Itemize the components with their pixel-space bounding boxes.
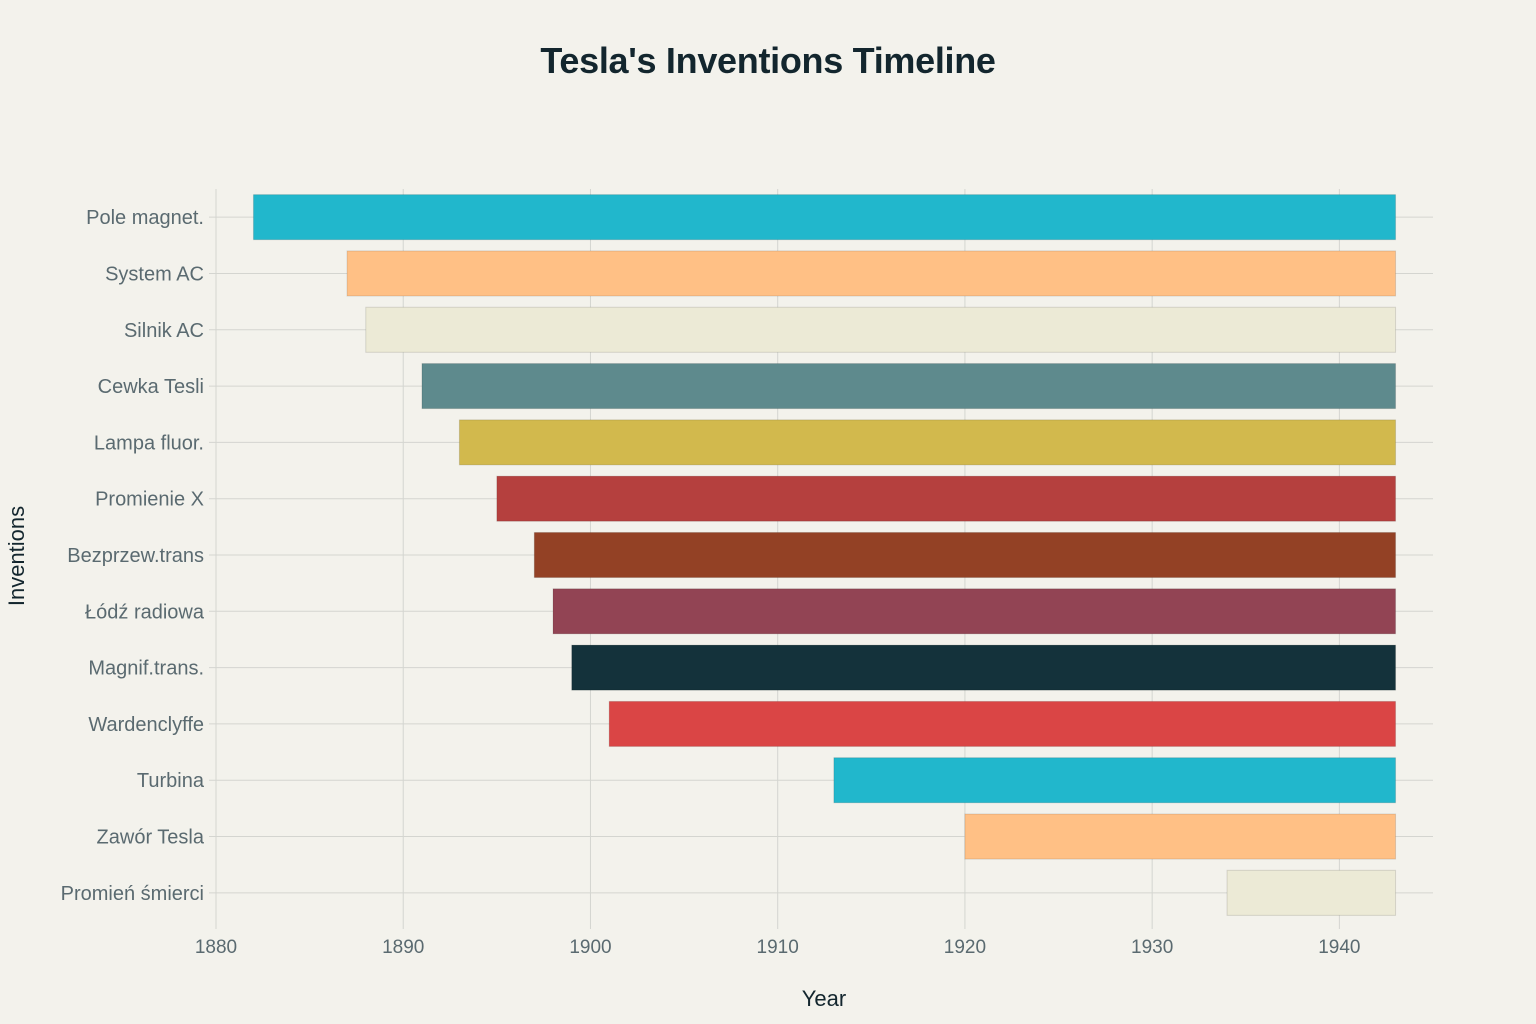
- y-category-label: Promienie X: [95, 489, 204, 511]
- y-category-label: Turbina: [137, 770, 205, 792]
- y-category-label: Pole magnet.: [86, 207, 204, 229]
- axis-labels: 1880 1890 1900 1910 1920 1930 1940 Pole magnet.…: [61, 207, 1361, 958]
- x-tick-label: 1880: [195, 937, 237, 958]
- bar: [533, 531, 1397, 579]
- y-axis-title: Inventions: [4, 506, 29, 606]
- x-tick-label: 1930: [1131, 937, 1173, 958]
- x-tick-label: 1940: [1318, 937, 1360, 958]
- bar: [552, 588, 1397, 635]
- bar: [365, 306, 1397, 353]
- y-category-label: Wardenclyffe: [88, 714, 204, 736]
- x-tick-label: 1910: [757, 937, 799, 958]
- y-category-label: Cewka Tesli: [98, 376, 204, 398]
- x-tick-label: 1890: [382, 937, 424, 958]
- y-category-label: Łódź radiowa: [85, 601, 205, 623]
- y-category-label: Zawór Tesla: [97, 827, 205, 849]
- y-category-label: Bezprzew.trans: [67, 545, 204, 567]
- bar: [346, 250, 1397, 297]
- x-axis-title: Year: [802, 986, 846, 1011]
- bar: [608, 700, 1397, 747]
- y-category-label: Promień śmierci: [61, 883, 204, 905]
- y-category-label: Magnif.trans.: [88, 658, 204, 680]
- y-category-label: System AC: [105, 263, 204, 285]
- bar: [1226, 869, 1397, 916]
- x-tick-label: 1900: [569, 937, 611, 958]
- bar: [964, 813, 1397, 860]
- bar: [421, 363, 1397, 410]
- x-tick-label: 1920: [944, 937, 986, 958]
- y-category-label: Silnik AC: [124, 320, 204, 342]
- bar: [496, 475, 1397, 522]
- bars: [252, 194, 1397, 916]
- bar: [458, 419, 1397, 466]
- bar: [571, 644, 1397, 691]
- bar: [833, 757, 1397, 804]
- y-category-label: Lampa fluor.: [94, 432, 204, 454]
- chart-title: Tesla's Inventions Timeline: [540, 40, 996, 81]
- bar: [252, 194, 1397, 241]
